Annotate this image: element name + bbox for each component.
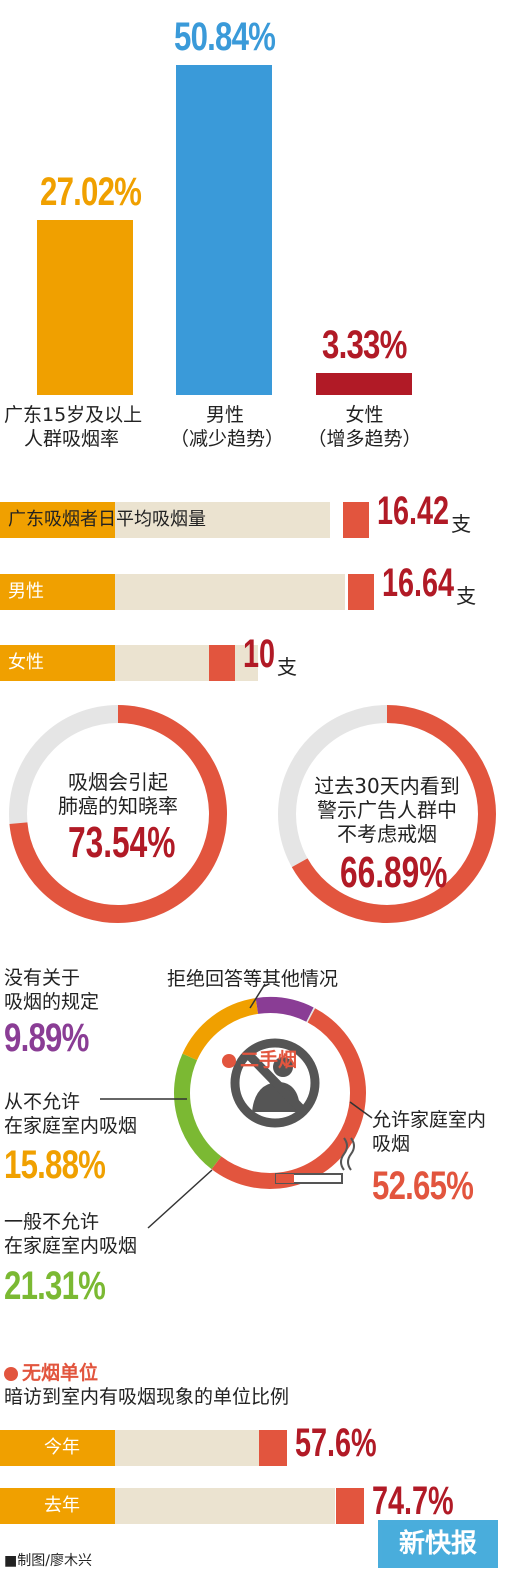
bar-female-rate	[316, 373, 412, 395]
daily-row-overall: 广东吸烟者日平均吸烟量 16.42 支	[0, 490, 510, 544]
daily-value-male: 16.64	[382, 561, 455, 605]
secondhand-segment-4	[306, 1007, 316, 1023]
no-smoking-icon	[230, 1038, 320, 1128]
secondhand-segment-0	[211, 1008, 366, 1189]
units-row-last-year: 去年 74.7%	[0, 1480, 510, 1528]
data-label-female: 3.33%	[322, 323, 407, 367]
units-row-this-year: 今年 57.6%	[0, 1422, 510, 1470]
category-label-male: 男性 （减少趋势）	[170, 404, 285, 450]
daily-value-female: 10	[243, 632, 276, 676]
units-label-this-year: 今年	[44, 1437, 80, 1458]
daily-unit-overall: 支	[451, 512, 472, 536]
category-label-female: 女性 （增多趋势）	[307, 404, 422, 450]
category-label-guangdong: 广东15岁及以上 人群吸烟率	[4, 404, 143, 450]
secondhand-donut	[100, 983, 373, 1229]
daily-row-female: 女性 10 支	[0, 633, 510, 687]
units-label-last-year: 去年	[44, 1495, 80, 1516]
cigarette-icon	[275, 1137, 355, 1184]
watermark: 新快报	[378, 1520, 498, 1568]
units-value-this-year: 57.6%	[295, 1421, 377, 1465]
ring-left-label: 吸烟会引起 肺癌的知晓率	[58, 770, 178, 818]
daily-label-male: 男性	[8, 581, 44, 602]
secondhand-segment-3	[255, 997, 314, 1022]
secondhand-segment-2	[182, 998, 259, 1061]
label-no-rule: 没有关于 吸烟的规定	[4, 967, 100, 1013]
data-label-guangdong: 27.02%	[40, 169, 142, 214]
ring-right-label: 过去30天内看到 警示广告人群中 不考虑戒烟	[314, 774, 460, 846]
ring-charts	[9, 705, 496, 923]
value-never: 15.88%	[4, 1143, 106, 1187]
ring-right-arc	[291, 705, 496, 923]
ring-left-arc	[9, 705, 227, 923]
value-usually-not: 21.31%	[4, 1264, 106, 1308]
daily-label-overall: 广东吸烟者日平均吸烟量	[8, 509, 206, 530]
bar-guangdong-rate	[37, 219, 133, 395]
daily-unit-female: 支	[277, 655, 298, 679]
vertical-bar-chart: 27.02% 50.84% 3.33% 广东15岁及以上 人群吸烟率 男性 （减…	[0, 0, 510, 465]
label-never: 从不允许 在家庭室内吸烟	[4, 1091, 138, 1137]
secondhand-segments	[174, 997, 366, 1189]
daily-label-female: 女性	[8, 652, 44, 673]
daily-value-overall: 16.42	[377, 489, 450, 533]
value-no-rule: 9.89%	[4, 1016, 89, 1060]
units-value-last-year: 74.7%	[372, 1479, 454, 1523]
ring-left-value: 73.54%	[68, 818, 176, 867]
secondhand-segment-1	[174, 1053, 222, 1170]
credit: ■制图/廖木兴	[4, 1553, 92, 1569]
bar-male-rate	[176, 65, 272, 395]
units-title: 无烟单位	[4, 1358, 98, 1385]
label-usually-not: 一般不允许 在家庭室内吸烟	[4, 1211, 138, 1257]
daily-row-male: 男性 16.64 支	[0, 562, 510, 616]
ring-right-value: 66.89%	[340, 848, 448, 897]
label-allow: 允许家庭室内 吸烟	[372, 1109, 487, 1155]
daily-unit-male: 支	[456, 584, 477, 608]
value-allow: 52.65%	[372, 1164, 474, 1208]
units-subtitle: 暗访到室内有吸烟现象的单位比例	[4, 1386, 290, 1408]
data-label-male: 50.84%	[174, 15, 276, 59]
secondhand-title: 二手烟	[222, 1045, 297, 1072]
daily-amount-chart: 广东吸烟者日平均吸烟量 16.42 支 男性 16.64 支 女性 10 支	[0, 480, 510, 700]
label-refuse: 拒绝回答等其他情况	[167, 968, 339, 990]
